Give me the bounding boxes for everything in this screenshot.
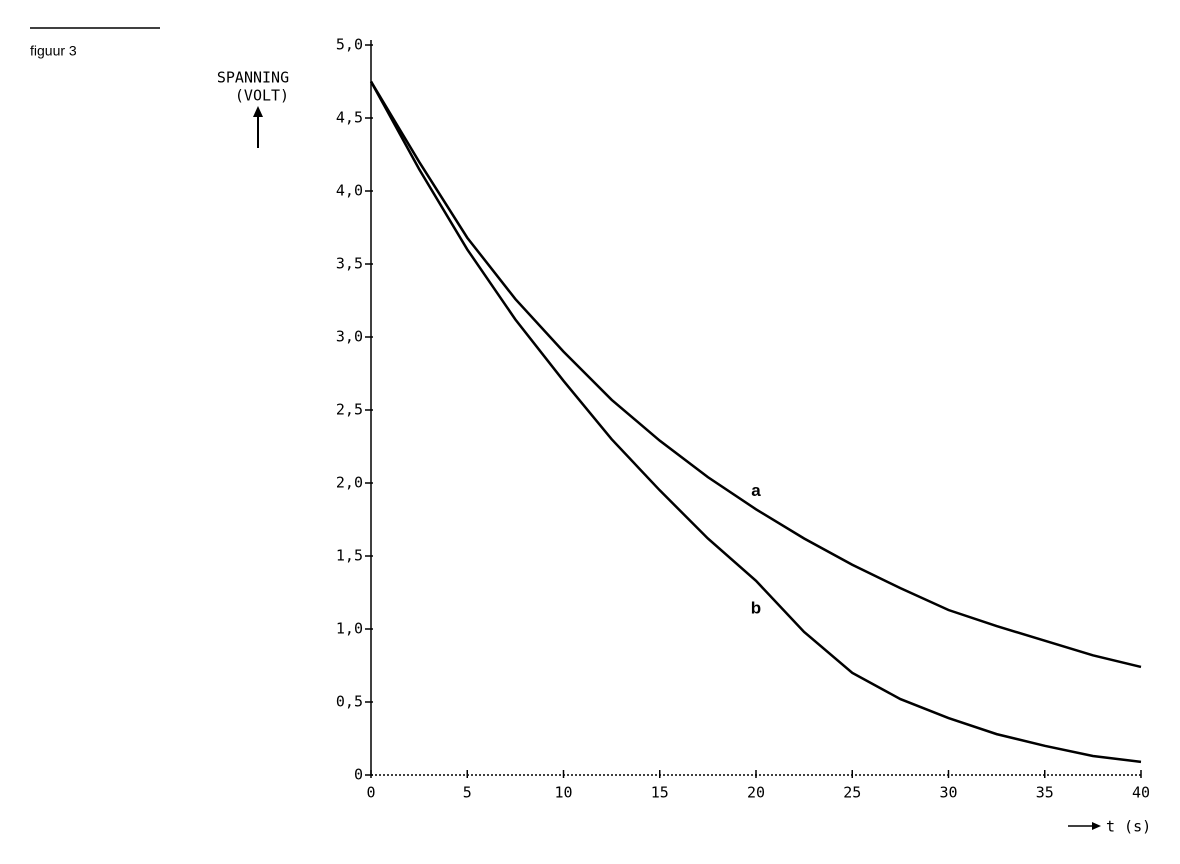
x-tick-label: 25 bbox=[843, 784, 861, 802]
y-tick-label: 3,5 bbox=[336, 255, 363, 273]
y-tick-label: 0 bbox=[354, 766, 363, 784]
x-tick-label: 5 bbox=[463, 784, 472, 802]
series-label: b bbox=[751, 598, 761, 617]
x-tick-label: 0 bbox=[366, 784, 375, 802]
x-tick-label: 35 bbox=[1036, 784, 1054, 802]
x-axis-label: t (s) bbox=[1106, 818, 1151, 836]
x-tick-label: 15 bbox=[651, 784, 669, 802]
x-tick-label: 20 bbox=[747, 784, 765, 802]
y-tick-label: 2,5 bbox=[336, 401, 363, 419]
y-tick-label: 1,0 bbox=[336, 620, 363, 638]
x-tick-label: 10 bbox=[554, 784, 572, 802]
x-tick-label: 30 bbox=[939, 784, 957, 802]
y-axis-label: (VOLT) bbox=[235, 87, 289, 105]
y-tick-label: 3,0 bbox=[336, 328, 363, 346]
y-tick-label: 2,0 bbox=[336, 474, 363, 492]
series-line bbox=[369, 80, 1142, 764]
y-tick-label: 1,5 bbox=[336, 547, 363, 565]
y-tick-label: 4,5 bbox=[336, 109, 363, 127]
y-tick-label: 0,5 bbox=[336, 693, 363, 711]
caption: figuur 3 bbox=[30, 43, 77, 59]
x-tick-label: 40 bbox=[1132, 784, 1150, 802]
y-tick-label: 4,0 bbox=[336, 182, 363, 200]
y-arrow-head bbox=[253, 106, 263, 117]
series-label: a bbox=[751, 481, 761, 500]
series-line bbox=[369, 80, 1142, 669]
y-axis-label: SPANNING bbox=[217, 69, 289, 87]
y-tick-label: 5,0 bbox=[336, 36, 363, 54]
x-arrow-head bbox=[1092, 822, 1101, 830]
